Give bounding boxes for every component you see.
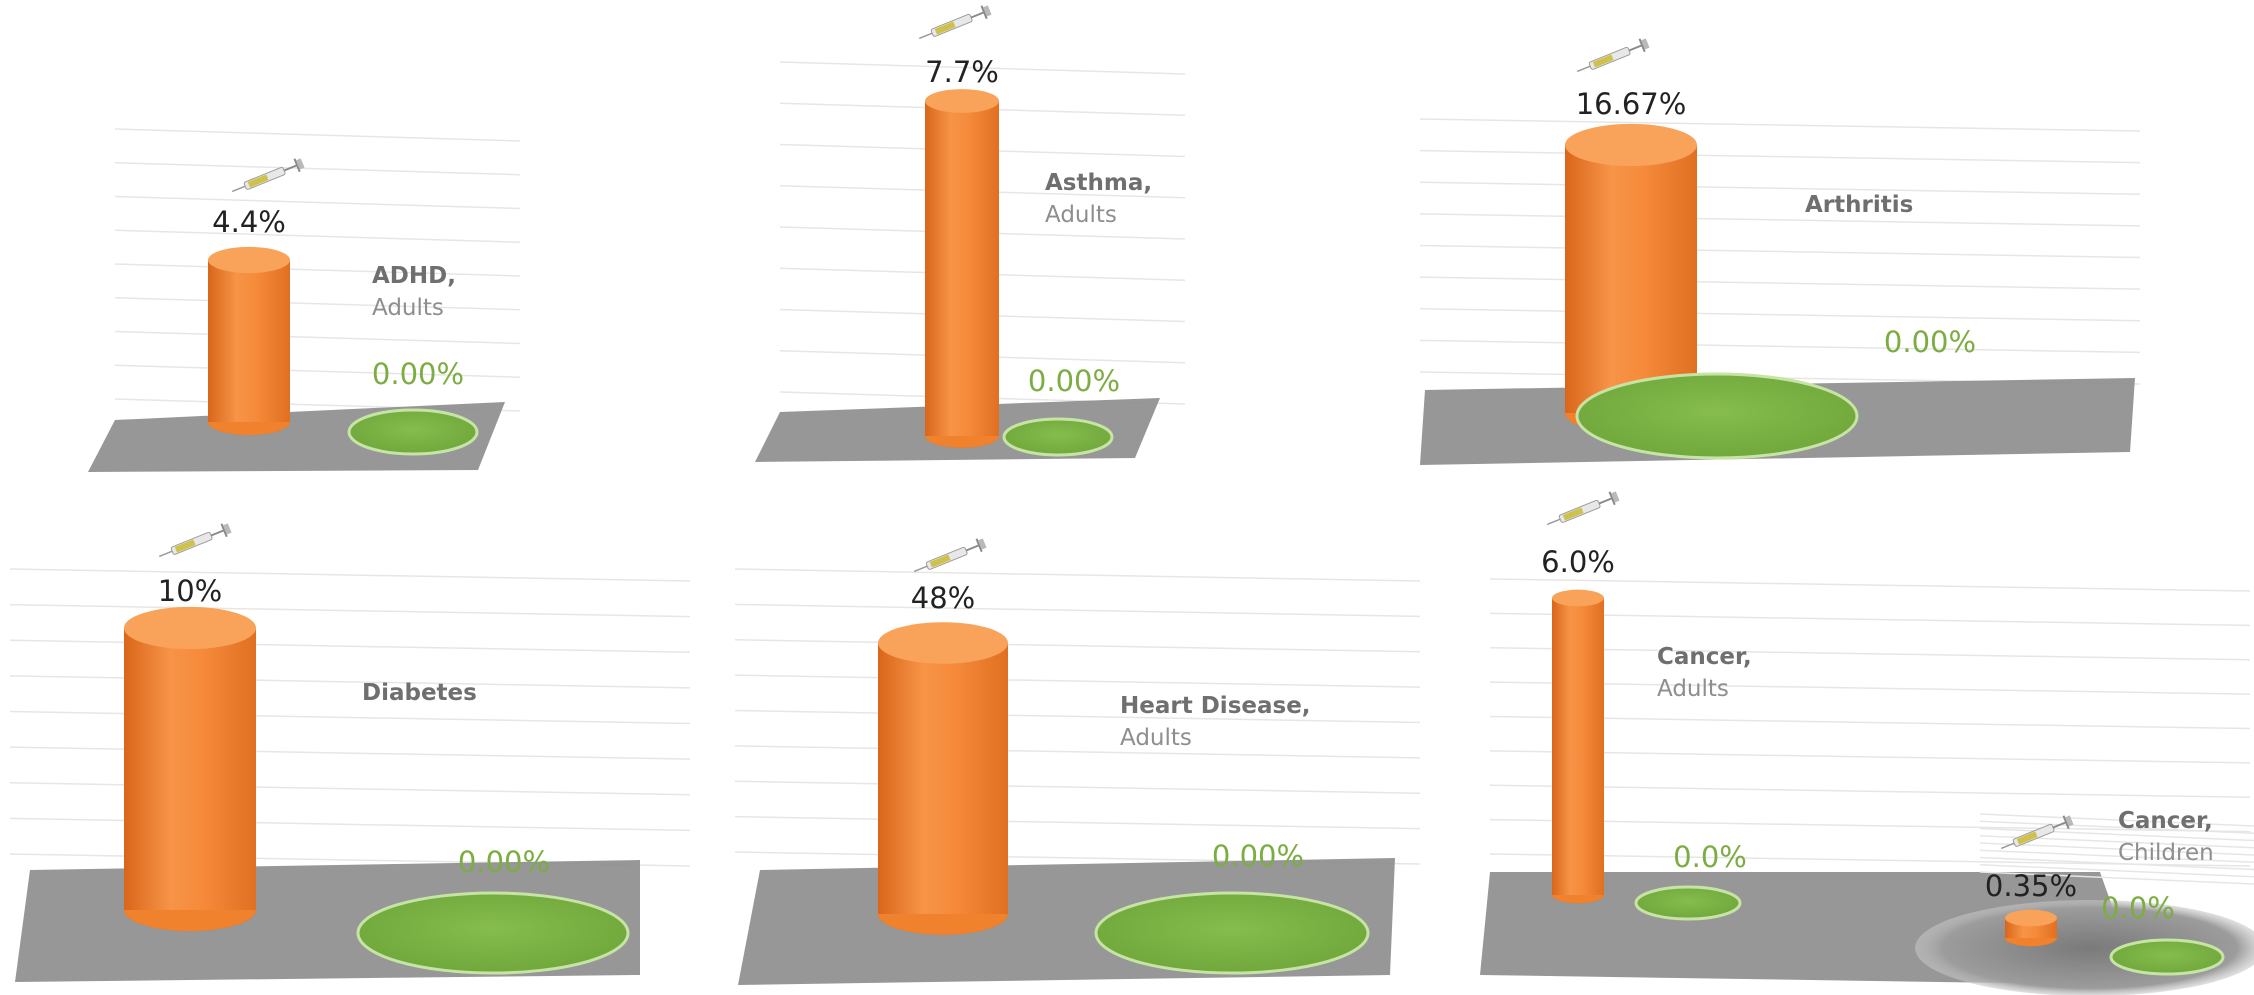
category-sublabel: Children (2118, 840, 2214, 866)
comparison-label: 0.00% (1212, 839, 1304, 873)
gridlines (9, 568, 691, 867)
comparison-label: 0.00% (1028, 364, 1120, 398)
value-label: 48% (911, 581, 975, 615)
comparison-label: 0.00% (458, 845, 550, 879)
value-label: 6.0% (1541, 545, 1615, 579)
gridlines (1419, 118, 2141, 385)
comparison-label: 0.00% (1884, 325, 1976, 359)
comparison-label: 0.0% (2101, 891, 2175, 925)
category-label: ADHD, (372, 263, 456, 289)
comparison-disc (1094, 891, 1370, 975)
value-label: 4.4% (212, 205, 286, 239)
value-bar (878, 622, 1008, 935)
comparison-disc (2109, 938, 2225, 976)
value-bar (124, 606, 256, 932)
syringe-icon (1546, 491, 1620, 526)
syringe-icon (231, 158, 305, 193)
value-label: 0.35% (1985, 869, 2077, 903)
syringe-icon (913, 538, 987, 573)
category-sublabel: Adults (1045, 202, 1117, 228)
category-label: Heart Disease, (1120, 693, 1311, 719)
category-label: Asthma, (1045, 170, 1152, 196)
comparison-disc (1575, 372, 1859, 460)
chart-panel: 10% Diabetes 0.00% (9, 523, 691, 982)
syringe-icon (1576, 38, 1650, 73)
comparison-disc (356, 891, 630, 975)
value-bar (925, 89, 999, 448)
comparison-label: 0.0% (1673, 840, 1747, 874)
value-bar (1552, 589, 1604, 904)
chart-panel: 0.35% Cancer, Children 0.0% (1915, 808, 2254, 995)
value-label: 7.7% (925, 55, 999, 89)
chart-panel: 48% Heart Disease, Adults 0.00% (734, 538, 1421, 985)
comparison-disc (1002, 417, 1114, 457)
value-label: 10% (158, 574, 222, 608)
syringe-icon (158, 523, 232, 558)
chart-panel: 7.7% Asthma, Adults 0.00% (755, 5, 1186, 462)
category-sublabel: Adults (1657, 676, 1729, 702)
syringe-icon (2000, 815, 2074, 850)
gridlines (114, 128, 521, 412)
category-label: Cancer, (1657, 644, 1752, 670)
chart-panel: 16.67% Arthritis 0.00% (1419, 38, 2141, 465)
comparison-label: 0.00% (372, 357, 464, 391)
comparison-disc (347, 408, 479, 456)
gridlines (1979, 813, 2254, 885)
category-sublabel: Adults (1120, 725, 1192, 751)
syringe-icon (918, 5, 992, 40)
value-bar (2005, 909, 2057, 947)
category-sublabel: Adults (372, 295, 444, 321)
comparison-disc (1634, 885, 1742, 921)
category-label: Cancer, (2118, 808, 2213, 834)
category-label: Arthritis (1805, 192, 1913, 218)
category-label: Diabetes (362, 680, 477, 706)
chart-panel: 4.4% ADHD, Adults 0.00% (88, 128, 521, 472)
value-label: 16.67% (1576, 87, 1687, 121)
gridlines (734, 568, 1421, 865)
value-bar (208, 246, 290, 436)
